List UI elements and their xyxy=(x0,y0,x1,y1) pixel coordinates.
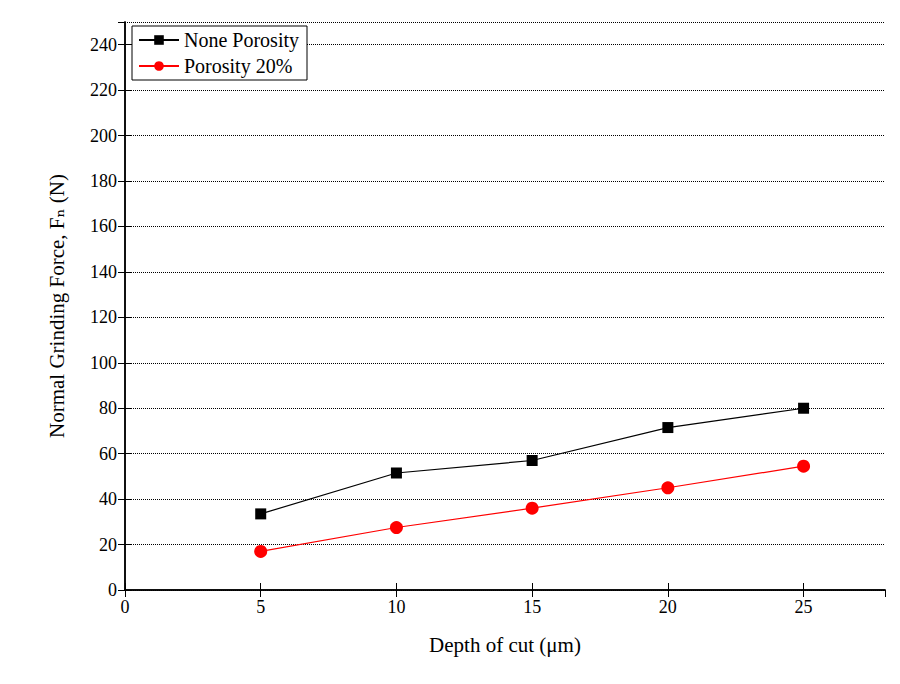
svg-text:Depth of cut (μm): Depth of cut (μm) xyxy=(429,633,581,657)
svg-text:0: 0 xyxy=(108,580,117,600)
svg-text:5: 5 xyxy=(256,597,265,617)
svg-text:80: 80 xyxy=(99,398,117,418)
svg-text:160: 160 xyxy=(90,216,117,236)
svg-text:200: 200 xyxy=(90,126,117,146)
svg-text:None Porosity: None Porosity xyxy=(184,29,299,52)
svg-text:240: 240 xyxy=(90,35,117,55)
svg-text:20: 20 xyxy=(659,597,677,617)
svg-text:0: 0 xyxy=(121,597,130,617)
svg-text:25: 25 xyxy=(795,597,813,617)
svg-text:100: 100 xyxy=(90,353,117,373)
svg-text:120: 120 xyxy=(90,307,117,327)
svg-text:20: 20 xyxy=(99,535,117,555)
svg-text:140: 140 xyxy=(90,262,117,282)
svg-text:180: 180 xyxy=(90,171,117,191)
svg-text:60: 60 xyxy=(99,444,117,464)
svg-text:220: 220 xyxy=(90,80,117,100)
svg-text:15: 15 xyxy=(523,597,541,617)
svg-text:40: 40 xyxy=(99,489,117,509)
svg-text:10: 10 xyxy=(387,597,405,617)
svg-text:Porosity 20%: Porosity 20% xyxy=(184,55,292,78)
svg-text:Normal Grinding Force, Fₙ (N): Normal Grinding Force, Fₙ (N) xyxy=(45,174,69,438)
